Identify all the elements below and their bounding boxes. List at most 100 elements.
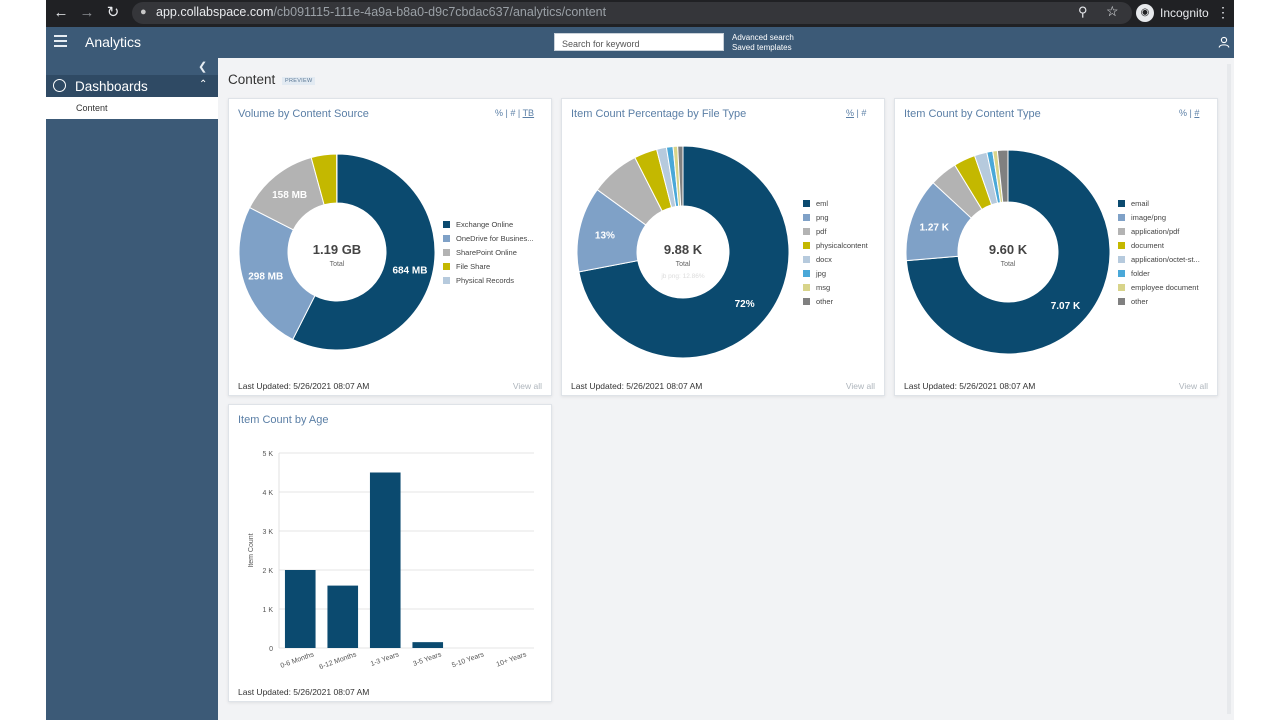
star-icon[interactable]: ☆ [1106, 3, 1119, 19]
card-item-count-by-content-type: Item Count by Content Type % | # 7.07 K 1… [894, 98, 1218, 396]
last-updated: Last Updated: 5/26/2021 08:07 AM [904, 381, 1036, 391]
legend-swatch [1118, 242, 1125, 249]
hamburger-menu-icon[interactable] [54, 35, 67, 49]
page-title: Content [228, 72, 276, 87]
advanced-search-link[interactable]: Advanced search [732, 33, 794, 42]
slice-label: 13% [595, 231, 615, 242]
incognito-label: Incognito [1160, 6, 1209, 20]
legend-swatch [1118, 214, 1125, 221]
legend-item-physicalcontent: physicalcontent [816, 241, 869, 250]
legend-item-folder: folder [1131, 269, 1150, 278]
legend-item-sharepoint-online: SharePoint Online [456, 248, 517, 257]
card-volume-by-content-source: Volume by Content Source % | # | TB 684 … [228, 98, 552, 396]
browser-menu-icon[interactable]: ⋮ [1216, 4, 1230, 20]
legend-swatch [803, 256, 810, 263]
y-axis-label: Item Count [248, 533, 255, 567]
slice-exchange-online [292, 153, 436, 351]
reload-icon[interactable]: ↻ [106, 4, 120, 21]
legend-swatch [803, 200, 810, 207]
legend-item-application-octet-st: application/octet-st... [1131, 255, 1200, 264]
center-label: Total [330, 261, 345, 268]
collapse-sidebar-icon[interactable]: ❮ [198, 61, 208, 73]
slice-email [905, 149, 1111, 355]
card-title: Item Count by Content Type [904, 108, 1041, 120]
percent-toggle[interactable]: % [846, 108, 855, 118]
slice-other [677, 145, 684, 207]
back-icon[interactable]: ← [53, 4, 69, 21]
search-input[interactable] [554, 33, 724, 51]
page-scrollbar[interactable] [1226, 64, 1232, 714]
legend-swatch [803, 298, 810, 305]
legend-item-exchange-online: Exchange Online [456, 220, 513, 229]
legend-swatch [1118, 284, 1125, 291]
bar-0-6-months [284, 570, 316, 648]
legend-swatch [1118, 270, 1125, 277]
legend-item-jpg: jpg [815, 269, 826, 278]
donut-chart-volume: 684 MB 298 MB 158 MB 1.19 GB Total Exchange O… [238, 153, 534, 351]
percent-toggle[interactable]: % [495, 108, 504, 118]
x-tick-label: 0-6 Months [280, 651, 316, 670]
legend-swatch [443, 249, 450, 256]
slice-label: 7.07 K [1051, 301, 1081, 312]
bar-1-3-years [369, 472, 401, 648]
forward-icon[interactable]: → [79, 4, 95, 21]
legend-swatch [1118, 200, 1125, 207]
bar-6-12-months [327, 585, 359, 648]
legend-swatch [443, 277, 450, 284]
center-value: 1.19 GB [313, 242, 361, 257]
count-toggle[interactable]: # [1194, 108, 1200, 118]
legend-item-docx: docx [816, 255, 832, 264]
unit-toggles: % | # [1179, 108, 1200, 118]
sidebar-item-label: Content [76, 103, 108, 113]
legend-swatch [803, 214, 810, 221]
y-tick-label: 2 K [262, 568, 273, 575]
magnify-icon[interactable]: ⚲ [1078, 4, 1088, 19]
view-all-link[interactable]: View all [1178, 381, 1208, 391]
lock-icon: ● [140, 6, 147, 18]
user-icon[interactable] [1218, 36, 1230, 48]
view-all-link[interactable]: View all [512, 381, 542, 391]
x-tick-label: 6-12 Months [318, 651, 357, 671]
legend-swatch [1118, 228, 1125, 235]
percent-toggle[interactable]: % [1179, 108, 1188, 118]
hover-tooltip: jb png: 12.86% [660, 273, 705, 280]
incognito-icon: ◉ [1136, 4, 1154, 22]
app-title: Analytics [85, 34, 142, 50]
legend-swatch [1118, 256, 1125, 263]
count-toggle[interactable]: # [510, 108, 516, 118]
donut-chart-content-type: 7.07 K 1.27 K 9.60 K Total email image/png app… [905, 149, 1200, 355]
sidebar-item-content[interactable]: Content [46, 97, 218, 119]
last-updated: Last Updated: 5/26/2021 08:07 AM [571, 381, 703, 391]
legend-item-eml: eml [816, 199, 828, 208]
slice-label: 72% [735, 299, 755, 310]
incognito-indicator[interactable]: ◉ Incognito [1136, 4, 1209, 22]
legend-item-other: other [1131, 297, 1149, 306]
screenshot: ← → ↻ ● app.collabspace.com/cb091115-111… [46, 0, 1234, 720]
slice-onedrive-for-busines [238, 206, 316, 341]
legend-item-pdf: pdf [816, 227, 827, 236]
center-value: 9.60 K [989, 242, 1028, 257]
sidebar-section-label: Dashboards [75, 79, 148, 94]
x-tick-label: 10+ Years [496, 651, 528, 668]
slice-other [996, 149, 1009, 203]
view-all-link[interactable]: View all [845, 381, 875, 391]
card-item-count-percentage-by-file-type: Item Count Percentage by File Type % | #… [561, 98, 885, 396]
search-links: Advanced search Saved templates [732, 33, 794, 53]
legend-swatch [443, 263, 450, 270]
sidebar: ❮ Dashboards ⌃ Content [46, 58, 218, 720]
x-tick-label: 5-10 Years [451, 651, 485, 669]
address-bar[interactable]: ● app.collabspace.com/cb091115-111e-4a9a… [132, 2, 1132, 24]
center-label: Total [676, 261, 691, 268]
tb-toggle[interactable]: TB [522, 108, 535, 118]
saved-templates-link[interactable]: Saved templates [732, 43, 792, 52]
legend-swatch [803, 270, 810, 277]
main-content: Content PREVIEW Volume by Content Source… [218, 58, 1234, 720]
legend-item-png: png [816, 213, 829, 222]
card-title: Volume by Content Source [238, 108, 369, 120]
preview-badge: PREVIEW [282, 77, 316, 85]
count-toggle[interactable]: # [861, 108, 867, 118]
center-label: Total [1001, 261, 1016, 268]
sidebar-section-dashboards[interactable]: Dashboards ⌃ [46, 75, 218, 97]
legend-swatch [443, 221, 450, 228]
legend-item-onedrive-for-busines: OneDrive for Busines... [456, 234, 534, 243]
